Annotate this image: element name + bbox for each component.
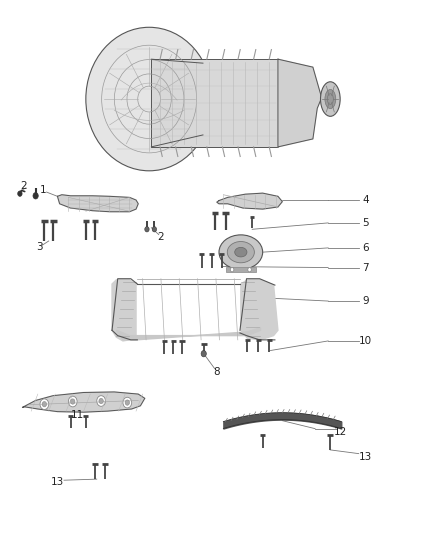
- Polygon shape: [57, 195, 138, 212]
- Ellipse shape: [86, 27, 212, 171]
- Text: 2: 2: [158, 232, 164, 243]
- Polygon shape: [241, 280, 278, 340]
- Circle shape: [145, 227, 149, 232]
- Circle shape: [230, 268, 234, 272]
- Circle shape: [201, 351, 206, 357]
- Circle shape: [123, 397, 132, 408]
- Text: 13: 13: [51, 477, 64, 487]
- Ellipse shape: [219, 235, 263, 269]
- Circle shape: [248, 268, 251, 272]
- Circle shape: [68, 396, 77, 407]
- Text: 10: 10: [359, 336, 372, 346]
- Circle shape: [97, 395, 106, 406]
- Text: 7: 7: [362, 263, 369, 272]
- Text: 11: 11: [71, 410, 84, 421]
- Text: 4: 4: [362, 195, 369, 205]
- Polygon shape: [112, 280, 136, 341]
- Ellipse shape: [321, 82, 340, 116]
- Text: 12: 12: [333, 427, 346, 438]
- Text: 3: 3: [36, 243, 42, 252]
- Text: 6: 6: [362, 243, 369, 253]
- Polygon shape: [278, 59, 321, 147]
- Polygon shape: [22, 392, 145, 412]
- Ellipse shape: [235, 247, 247, 257]
- Text: 1: 1: [40, 185, 47, 195]
- Circle shape: [18, 191, 22, 196]
- Bar: [226, 267, 256, 272]
- Text: 2: 2: [21, 181, 27, 191]
- Text: 5: 5: [362, 218, 369, 228]
- Ellipse shape: [327, 94, 333, 104]
- Ellipse shape: [227, 241, 254, 263]
- Circle shape: [42, 401, 46, 407]
- Text: 13: 13: [359, 452, 372, 462]
- Polygon shape: [117, 328, 261, 340]
- Text: 9: 9: [362, 296, 369, 306]
- Circle shape: [40, 399, 49, 409]
- Bar: [151, 59, 278, 147]
- Circle shape: [152, 227, 156, 232]
- Text: 8: 8: [213, 367, 220, 377]
- Circle shape: [71, 399, 75, 404]
- Circle shape: [33, 192, 38, 199]
- Polygon shape: [217, 193, 283, 209]
- Circle shape: [99, 398, 103, 403]
- Circle shape: [125, 400, 130, 405]
- Ellipse shape: [325, 90, 336, 109]
